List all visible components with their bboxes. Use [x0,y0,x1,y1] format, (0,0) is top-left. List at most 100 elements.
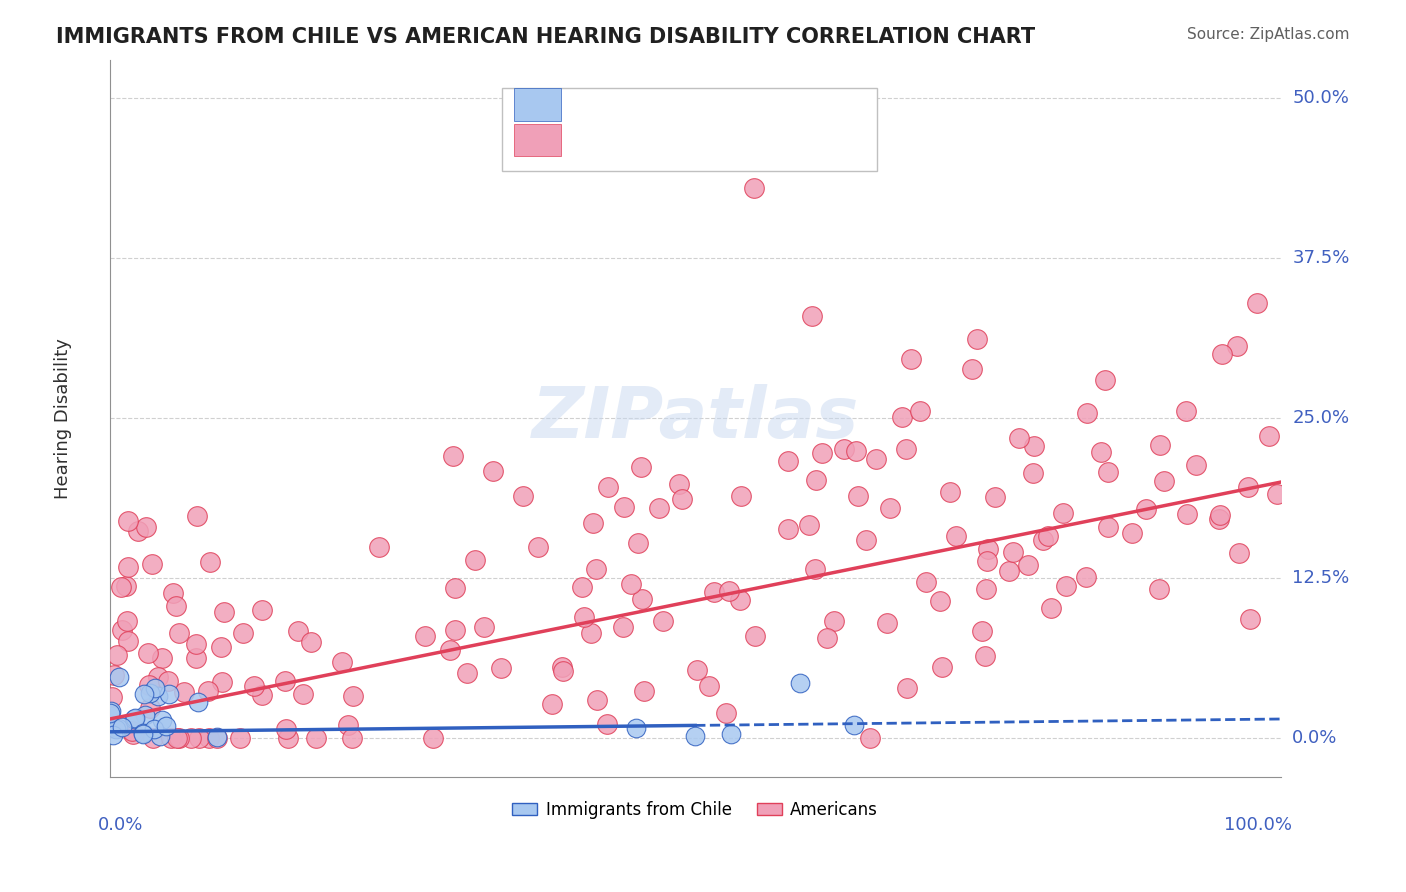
Point [945,529,967,543]
Point [540,698,562,712]
Point [804,473,827,487]
Text: Hearing Disability: Hearing Disability [53,338,72,499]
Point [1024,439,1046,453]
Point [960,361,983,376]
Point [115,614,138,628]
Point [596,480,619,494]
Point [197,684,219,698]
Point [337,718,360,732]
Point [683,729,706,743]
Text: 100.0%: 100.0% [1225,816,1292,834]
Point [1076,406,1098,420]
Point [444,624,467,638]
Point [1149,437,1171,451]
Point [1040,600,1063,615]
Point [1135,502,1157,516]
Point [132,725,155,739]
Point [823,614,845,628]
Point [299,634,322,648]
Point [551,660,574,674]
Point [585,562,607,576]
Point [612,620,634,634]
Point [744,629,766,643]
Point [139,686,162,700]
Point [1246,296,1268,310]
Point [148,690,170,704]
Point [205,731,228,746]
Point [778,454,800,468]
Point [209,640,232,655]
Point [630,459,652,474]
Point [613,500,636,514]
Point [900,352,922,367]
Point [132,727,155,741]
Point [859,731,882,746]
Point [671,491,693,506]
Point [105,648,128,663]
Point [620,577,643,591]
Point [186,637,208,651]
Point [489,661,512,675]
Point [848,489,870,503]
Point [1097,465,1119,479]
Point [1036,529,1059,543]
Point [815,632,838,646]
Point [342,731,364,746]
Point [931,660,953,674]
Point [186,695,208,709]
Point [1153,474,1175,488]
Point [890,410,912,425]
Point [207,730,229,744]
Point [810,446,832,460]
Point [845,443,868,458]
Point [482,464,505,478]
Point [879,500,901,515]
Point [1209,508,1232,522]
Point [173,685,195,699]
Point [211,675,233,690]
Point [697,679,720,693]
Point [101,719,124,733]
Point [626,721,648,735]
Point [105,722,128,736]
Point [292,687,315,701]
Point [1174,404,1197,418]
Point [633,684,655,698]
Point [166,731,188,746]
Point [232,626,254,640]
Point [651,614,673,628]
Point [464,553,486,567]
Point [1211,347,1233,361]
Point [368,540,391,554]
Point [1149,582,1171,596]
Point [1017,558,1039,572]
Point [149,729,172,743]
Point [717,584,740,599]
Point [274,722,297,736]
Point [627,535,650,549]
Point [977,542,1000,557]
Point [789,676,811,690]
Point [456,666,478,681]
Text: Source: ZipAtlas.com: Source: ZipAtlas.com [1187,27,1350,42]
Point [572,610,595,624]
Point [1094,373,1116,387]
Point [121,723,143,738]
Point [472,620,495,634]
Point [277,731,299,746]
Point [160,731,183,746]
Point [111,720,134,734]
Point [157,687,180,701]
Point [1227,546,1250,560]
Point [103,668,125,682]
Point [976,554,998,568]
Point [939,485,962,500]
Point [894,442,917,456]
Point [439,643,461,657]
Point [122,712,145,726]
Text: 37.5%: 37.5% [1292,249,1350,267]
Point [136,646,159,660]
Point [742,180,765,194]
Point [686,663,709,677]
Point [250,688,273,702]
